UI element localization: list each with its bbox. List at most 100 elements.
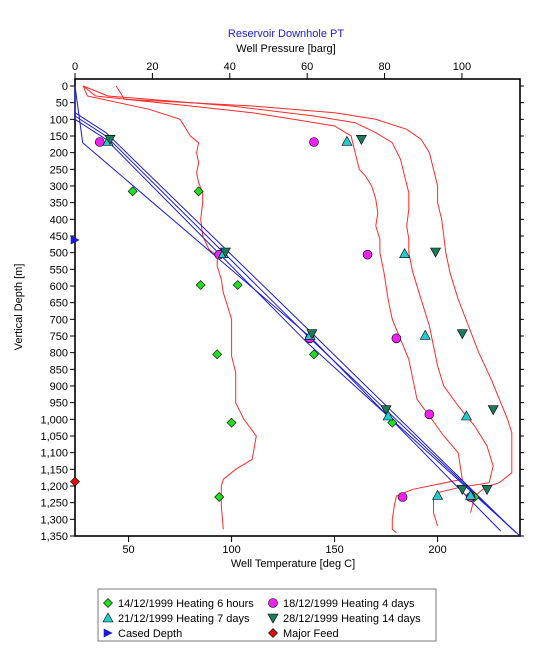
bottom-tick-label: 200 <box>428 544 446 556</box>
bottom-axis: 50 100 150 200 <box>122 536 447 556</box>
bottom-tick-label: 50 <box>122 544 134 556</box>
bottom-tick-label: 100 <box>222 544 240 556</box>
y-tick-label: 1,250 <box>40 498 68 510</box>
chart-title: Reservoir Downhole PT <box>228 28 344 40</box>
legend-label: 14/12/1999 Heating 6 hours <box>118 598 254 610</box>
triangle_down-marker <box>487 405 499 416</box>
pressure-line <box>74 86 513 530</box>
triangle_up-marker <box>465 489 477 500</box>
triangle_down-marker <box>481 485 493 495</box>
bottom-tick-label: 150 <box>325 544 343 556</box>
triangle_up-marker <box>460 410 472 421</box>
y-tick-label: 850 <box>50 364 68 376</box>
circle-marker <box>309 137 319 147</box>
legend-feed-icon <box>268 628 278 638</box>
y-tick-label: 1,150 <box>40 464 68 476</box>
diamond-marker <box>214 492 225 502</box>
circle-marker <box>424 409 435 420</box>
arrow-marker <box>70 235 80 245</box>
pressure-line <box>74 86 517 534</box>
circle-marker <box>94 137 105 147</box>
top-axis-title: Well Pressure [barg] <box>236 43 335 55</box>
legend-triangle_down-icon <box>267 613 279 624</box>
pressure-line <box>74 86 521 537</box>
y-tick-label: 50 <box>56 98 68 110</box>
y-tick-label: 350 <box>50 198 68 210</box>
y-tick-label: 400 <box>50 214 68 226</box>
legend-label: Cased Depth <box>118 628 182 640</box>
y-tick-label: 1,350 <box>40 531 68 543</box>
top-tick-label: 100 <box>453 61 471 73</box>
y-tick-label: 950 <box>50 398 68 410</box>
diamond-marker <box>387 417 398 428</box>
y-tick-label: 1,050 <box>40 431 68 443</box>
legend-label: 28/12/1999 Heating 14 days <box>283 613 421 625</box>
y-tick-label: 550 <box>50 264 68 276</box>
temperature-line <box>83 85 494 527</box>
top-tick-label: 20 <box>146 61 158 73</box>
pressure-lines <box>74 85 521 537</box>
temperature-lines <box>82 85 513 534</box>
feed-marker <box>70 476 80 487</box>
top-axis: 0 20 40 60 80 100 <box>72 61 471 79</box>
legend-label: 21/12/1999 Heating 7 days <box>118 613 250 625</box>
legend-diamond-icon <box>103 598 113 608</box>
circle-marker <box>362 249 373 260</box>
y-tick-label: 750 <box>50 331 68 343</box>
y-tick-label: 150 <box>50 131 68 143</box>
y-tick-label: 500 <box>50 248 68 260</box>
y-tick-label: 700 <box>50 314 68 326</box>
data-markers <box>70 135 499 502</box>
temperature-line <box>82 85 463 534</box>
y-tick-label: 200 <box>50 148 68 160</box>
triangle_down-marker <box>355 135 367 145</box>
diamond-marker <box>232 280 243 290</box>
diamond-marker <box>309 349 319 360</box>
y-tick-label: 650 <box>50 298 68 310</box>
y-tick-label: 900 <box>50 381 68 393</box>
bottom-axis-title: Well Temperature [deg C] <box>231 558 355 570</box>
top-tick-label: 80 <box>378 61 390 73</box>
triangle_up-marker <box>399 248 411 258</box>
plot-frame <box>74 78 521 537</box>
triangle_up-marker <box>341 135 353 146</box>
y-tick-label: 250 <box>50 164 68 176</box>
temperature-line <box>115 85 513 513</box>
y-tick-label: 300 <box>50 181 68 193</box>
triangle_down-marker <box>456 485 468 495</box>
top-tick-label: 40 <box>224 61 236 73</box>
legend: 14/12/1999 Heating 6 hours 18/12/1999 Hea… <box>97 588 437 642</box>
circle-marker <box>397 492 408 502</box>
legend-label: Major Feed <box>283 628 339 640</box>
triangle_down-marker <box>219 247 231 258</box>
y-axis-title: Vertical Depth [m] <box>13 264 25 351</box>
y-tick-label: 450 <box>50 231 68 243</box>
triangle_down-marker <box>380 405 392 416</box>
legend-triangle_up-icon <box>102 612 114 623</box>
legend-box <box>97 588 437 642</box>
y-tick-label: 1,000 <box>40 414 68 426</box>
y-tick-label: 1,300 <box>40 514 68 526</box>
triangle_up-marker <box>419 329 431 340</box>
triangle_down-marker <box>104 135 116 145</box>
diamond-marker <box>127 186 138 197</box>
legend-label: 18/12/1999 Heating 4 days <box>283 598 415 610</box>
triangle_up-marker <box>432 489 444 500</box>
diamond-marker <box>193 186 204 197</box>
diamond-marker <box>226 417 237 428</box>
y-tick-label: 1,200 <box>40 481 68 493</box>
pressure-line <box>74 85 502 532</box>
legend-circle-icon <box>268 598 278 608</box>
triangle_down-marker <box>456 329 468 340</box>
temperature-line <box>82 85 257 530</box>
y-tick-label: 600 <box>50 281 68 293</box>
top-tick-label: 0 <box>72 61 78 73</box>
top-tick-label: 60 <box>301 61 313 73</box>
y-axis: 0 50 100 150 200 250 300 350 400 450 500 550 600 650 7… <box>40 81 524 543</box>
y-tick-label: 1,100 <box>40 448 68 460</box>
circle-marker <box>391 333 402 344</box>
diamond-marker <box>212 349 223 360</box>
y-tick-label: 0 <box>62 81 68 93</box>
legend-arrow-icon <box>103 628 113 638</box>
